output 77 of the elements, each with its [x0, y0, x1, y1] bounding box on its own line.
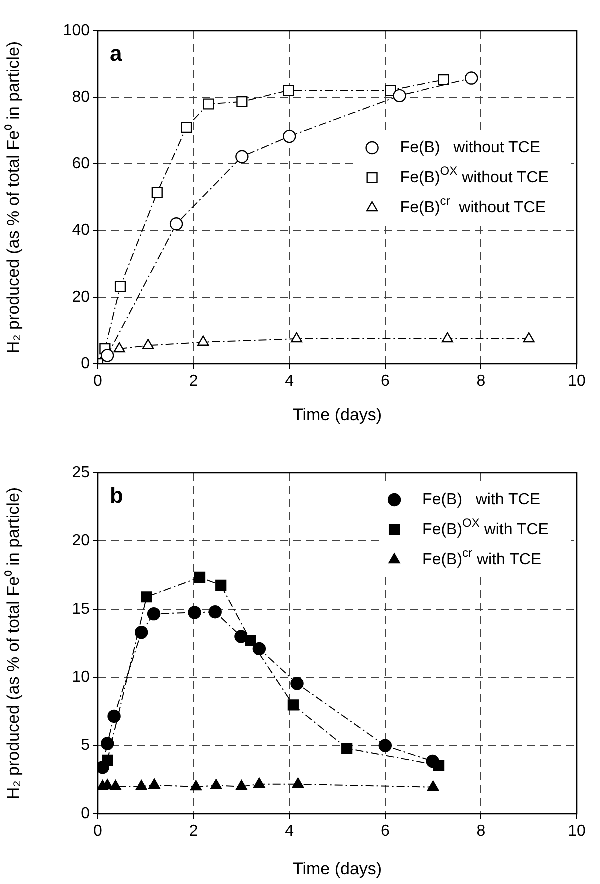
point — [393, 89, 406, 103]
point — [290, 332, 303, 343]
point — [216, 580, 227, 591]
x-tick-label: 2 — [189, 823, 198, 840]
point — [134, 626, 148, 640]
y-tick-label: 10 — [72, 669, 90, 686]
point — [110, 780, 122, 790]
y-tick-label: 20 — [72, 288, 90, 306]
y-tick-label: 80 — [72, 89, 90, 106]
point — [208, 606, 222, 619]
y-tick-label: 40 — [72, 222, 90, 240]
point — [234, 630, 248, 644]
x-tick-label: 8 — [476, 373, 486, 390]
y-tick-label: 0 — [81, 805, 90, 822]
point — [442, 332, 454, 343]
y-tick-label: 5 — [81, 737, 90, 754]
x-tick-label: 4 — [285, 373, 294, 390]
legend-label: Fe(B) with TCE — [422, 491, 540, 508]
point — [378, 739, 392, 752]
point — [465, 72, 478, 85]
point — [170, 218, 184, 231]
point — [100, 349, 114, 362]
y-tick-label: 25 — [72, 464, 90, 482]
point — [283, 85, 294, 96]
x-tick-label: 10 — [568, 823, 586, 840]
point — [141, 592, 152, 603]
point — [210, 779, 222, 790]
y-axis-title: H₂ produced (as % of total Fe⁰ in particle) — [4, 41, 23, 354]
point — [203, 98, 214, 110]
point — [100, 737, 114, 750]
point — [114, 342, 126, 353]
point — [292, 778, 304, 788]
point — [385, 85, 396, 96]
point — [136, 780, 148, 790]
point — [108, 710, 121, 724]
point — [147, 607, 161, 621]
point — [190, 780, 202, 791]
point — [236, 150, 249, 164]
x-axis-title: Time (days) — [292, 859, 382, 878]
point — [236, 96, 248, 108]
x-tick-label: 10 — [568, 373, 586, 390]
point — [283, 130, 296, 144]
point — [194, 572, 206, 584]
point — [342, 742, 353, 754]
x-tick-label: 2 — [189, 373, 198, 390]
y-tick-label: 20 — [72, 532, 90, 550]
point — [428, 780, 440, 791]
x-tick-label: 4 — [285, 823, 294, 840]
point — [181, 122, 192, 134]
point — [523, 332, 535, 343]
point — [148, 778, 160, 789]
text: b — [110, 483, 124, 508]
point — [290, 677, 304, 690]
point — [188, 606, 202, 620]
point — [426, 754, 440, 768]
y-tick-label: 60 — [72, 156, 90, 173]
point — [198, 336, 210, 346]
y-tick-label: 100 — [63, 22, 90, 40]
point — [438, 74, 450, 86]
x-tick-label: 0 — [94, 373, 103, 390]
point — [236, 780, 248, 790]
point — [114, 281, 126, 292]
x-tick-label: 0 — [94, 823, 103, 840]
text: a — [110, 41, 123, 66]
point — [252, 642, 266, 656]
point — [254, 778, 266, 788]
y-tick-label: 15 — [72, 600, 90, 618]
x-axis-title: Time (days) — [292, 405, 382, 424]
point — [142, 339, 154, 350]
y-tick-label: 0 — [81, 355, 90, 372]
x-tick-label: 6 — [380, 823, 390, 840]
legend-label: Fe(B) without TCE — [400, 139, 540, 156]
y-axis-title: H₂ produced (as % of total Fe⁰ in particle) — [4, 487, 23, 800]
point — [288, 700, 299, 711]
x-tick-label: 8 — [476, 823, 486, 840]
point — [152, 187, 163, 198]
x-tick-label: 6 — [380, 373, 390, 390]
